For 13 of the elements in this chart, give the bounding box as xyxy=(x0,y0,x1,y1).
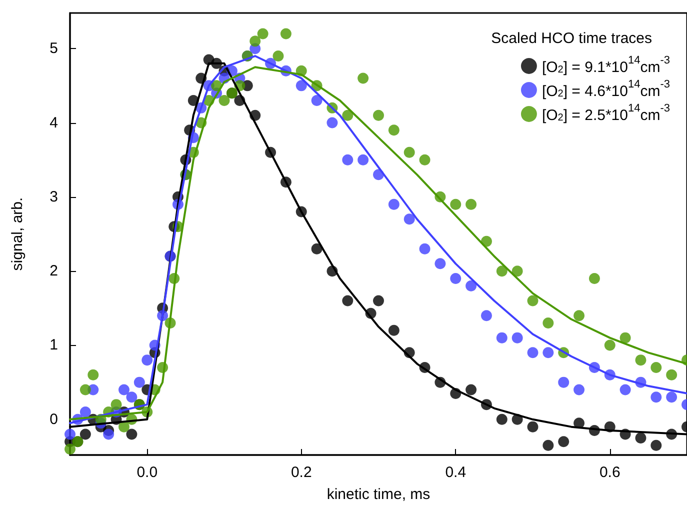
y-tick-label: 4 xyxy=(50,114,58,132)
y-axis-title: signal, arb. xyxy=(9,197,26,271)
y-tick-label: 1 xyxy=(50,336,58,354)
y-tick-label: 5 xyxy=(50,40,58,58)
x-tick-label: 0.4 xyxy=(445,464,466,481)
y-tick-label: 3 xyxy=(50,188,58,206)
x-tick-label: 0.6 xyxy=(599,464,620,481)
y-tick-label: 0 xyxy=(50,410,58,428)
x-tick-label: 0.0 xyxy=(136,464,158,481)
y-tick-label: 2 xyxy=(50,262,58,280)
legend-title: Scaled HCO time traces xyxy=(491,30,652,47)
x-axis-title: kinetic time, ms xyxy=(326,486,430,503)
x-tick-label: 0.2 xyxy=(290,464,312,481)
